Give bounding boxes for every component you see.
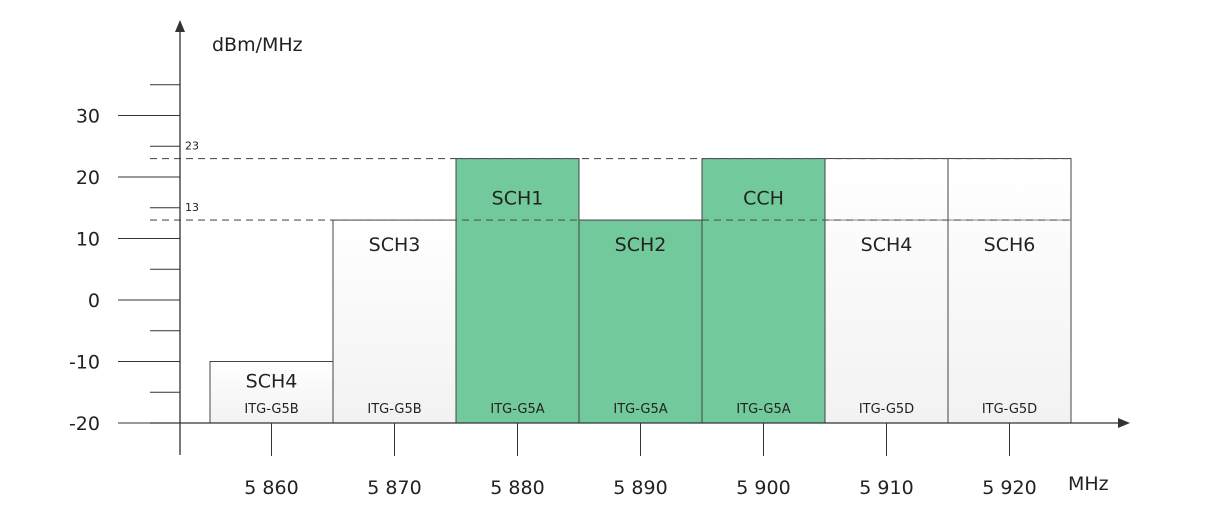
bar-0	[209, 361, 334, 424]
bar-band-label-6: ITG-G5D	[982, 402, 1037, 417]
bar-4	[701, 158, 826, 424]
y-tick-label-10: 10	[76, 229, 100, 251]
bar-name-label-3: SCH2	[615, 234, 667, 256]
bar-2	[455, 158, 580, 424]
axes-layer	[118, 20, 1130, 456]
bar-6	[947, 158, 1072, 424]
y-tick-label-20: 20	[76, 167, 100, 189]
y-tick-label-0: 0	[88, 290, 100, 312]
x-axis-label: MHz	[1068, 473, 1109, 495]
bar-name-label-6: SCH6	[984, 234, 1036, 256]
x-tick-label-5900: 5 900	[736, 477, 790, 499]
labels-layer: SCH4 ITG-G5B SCH3 ITG-G5B SCH1 ITG-G5A SCH2 ITG…	[69, 34, 1109, 499]
x-tick-label-5910: 5 910	[859, 477, 913, 499]
y-axis-arrow	[175, 20, 185, 32]
reference-line-label-13: 13	[185, 201, 199, 214]
bar-band-label-4: ITG-G5A	[736, 402, 790, 417]
y-tick-label--20: -20	[69, 413, 100, 435]
x-tick-label-5890: 5 890	[613, 477, 667, 499]
y-axis-label: dBm/MHz	[212, 34, 303, 56]
bar-name-label-4: CCH	[743, 188, 784, 210]
x-tick-label-5920: 5 920	[982, 477, 1036, 499]
bar-name-label-1: SCH3	[369, 234, 421, 256]
x-tick-label-5870: 5 870	[367, 477, 421, 499]
bar-band-label-0: ITG-G5B	[244, 402, 298, 417]
bar-band-label-5: ITG-G5D	[859, 402, 914, 417]
bar-1	[332, 219, 457, 424]
bar-band-label-3: ITG-G5A	[613, 402, 667, 417]
bar-name-label-2: SCH1	[492, 188, 544, 210]
y-tick-label-30: 30	[76, 106, 100, 128]
reference-line-label-23: 23	[185, 140, 199, 153]
bar-5	[824, 158, 949, 424]
bar-band-label-1: ITG-G5B	[367, 402, 421, 417]
bar-3	[578, 219, 703, 424]
bar-name-label-0: SCH4	[246, 371, 298, 393]
x-tick-label-5860: 5 860	[244, 477, 298, 499]
x-axis-arrow	[1118, 418, 1130, 428]
y-tick-label--10: -10	[69, 352, 100, 374]
bar-name-label-5: SCH4	[861, 234, 913, 256]
x-tick-label-5880: 5 880	[490, 477, 544, 499]
bars-layer	[209, 158, 1072, 424]
bar-band-label-2: ITG-G5A	[490, 402, 544, 417]
